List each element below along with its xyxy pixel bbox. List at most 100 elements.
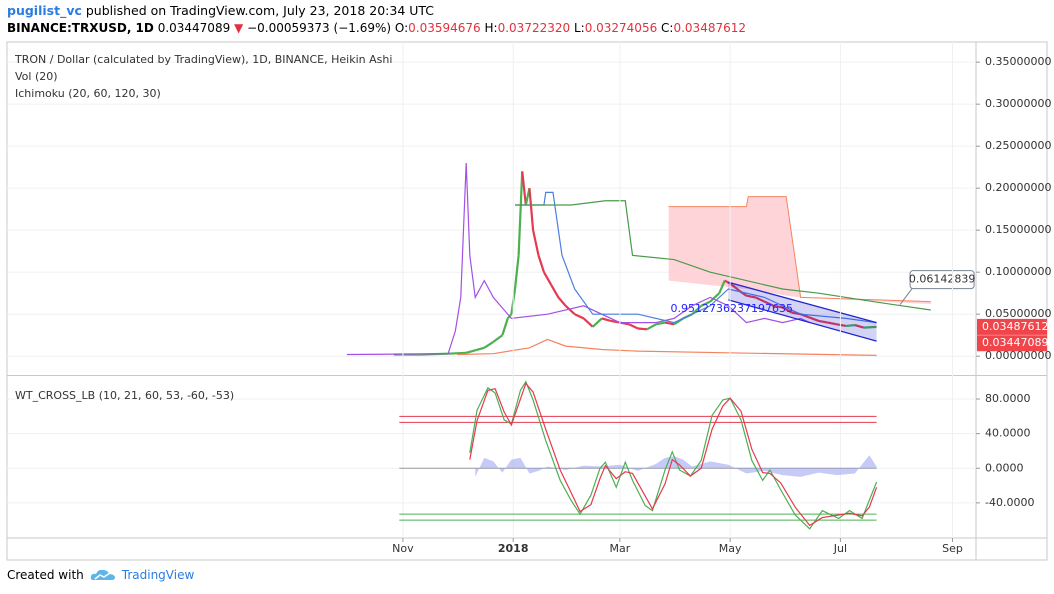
candle-segment (664, 321, 675, 326)
y-tick-label: 0.15000000 (985, 223, 1051, 236)
ohlc: O:0.03594676 H:0.03722320 L:0.03274056 C… (395, 21, 746, 35)
candle-segment (773, 304, 783, 309)
candle-segment (601, 317, 612, 322)
candle-segment (628, 323, 639, 330)
channel-line (728, 281, 877, 324)
y-tick-label: 80.0000 (985, 392, 1031, 405)
candle-segment (564, 304, 576, 315)
candle-segment (764, 300, 774, 307)
candle-segment (646, 323, 657, 331)
series-line (346, 162, 810, 356)
series-line (469, 382, 878, 527)
published: published on TradingView.com, July 23, 2… (85, 3, 435, 18)
x-tick-label: 2018 (498, 542, 529, 555)
y-tick-label: 0.00000000 (985, 349, 1051, 362)
series-line (515, 191, 877, 324)
y-tick-label: 0.10000000 (985, 265, 1051, 278)
ohlc-label: L: (573, 21, 585, 35)
callout-pointer (899, 288, 913, 305)
quote-line: BINANCE:TRXUSD, 1D 0.03447089 ▼ −0.00059… (7, 21, 746, 35)
ohlc-value: 0.03274056 (584, 21, 658, 35)
candle-segment (582, 317, 594, 328)
user-link[interactable]: pugilist_vc (7, 3, 82, 18)
candle-segment (746, 294, 756, 299)
candle-segment (836, 323, 847, 328)
callout-box (909, 270, 975, 290)
footer: Created with TradingView (7, 568, 194, 582)
cloud-edge (668, 196, 931, 303)
pane-title: TRON / Dollar (calculated by TradingView… (14, 53, 392, 66)
candle-segment (809, 316, 820, 322)
candle-segment (532, 229, 540, 256)
indicator-label: Ichimoku (20, 60, 120, 30) (15, 87, 161, 100)
ohlc-value: 0.03487612 (673, 21, 746, 35)
ohlc-value: 0.03722320 (497, 21, 571, 35)
candle-segment (782, 306, 793, 314)
y-tick-label: 0.05000000 (985, 307, 1051, 320)
y-tick-label: 0.20000000 (985, 181, 1051, 194)
candle-segment (591, 317, 603, 328)
plot (7, 61, 976, 357)
y-tick-label: 40.0000 (985, 427, 1031, 440)
candle-segment (854, 324, 865, 329)
fib-label: 0.9512736237197635 (670, 302, 792, 315)
y-tick-label: 0.35000000 (985, 55, 1051, 68)
y-tick-label: 0.30000000 (985, 97, 1051, 110)
indicator-label: Vol (20) (15, 70, 58, 83)
x-tick-label: Mar (609, 542, 630, 555)
y-tick-label: -40.0000 (985, 496, 1034, 509)
frame (6, 41, 1048, 561)
channel-fill (728, 282, 877, 342)
candle-segment (448, 351, 467, 355)
channel-line (728, 299, 877, 342)
candle-segment (731, 283, 740, 292)
chart: 0.35000000 0.30000000 0.25000000 0.20000000… (6, 41, 1051, 561)
callout-label: 0.06142839 (909, 273, 975, 286)
candle-segment (483, 340, 494, 349)
price-label: 0.03487612 (982, 320, 1048, 333)
candle-segment (818, 319, 828, 324)
candle-segment (528, 188, 535, 231)
arrow: ▼ (234, 21, 244, 35)
candle-segment (513, 255, 520, 290)
ohlc-label: O: (394, 21, 409, 35)
histogram-area (475, 455, 877, 477)
candle-segment (574, 313, 585, 320)
price-label: 0.03447089 (982, 336, 1048, 349)
candle-segment (700, 300, 711, 307)
x-tick-label: Nov (392, 542, 414, 555)
candle-segment (637, 327, 648, 331)
candle-segment (691, 304, 702, 315)
symbol: BINANCE:TRXUSD, 1D (7, 21, 154, 35)
candle-segment (537, 255, 545, 273)
last-price: 0.03447089 (157, 21, 231, 35)
candle-segment (754, 296, 765, 303)
candle-segment (517, 171, 524, 256)
candle-segment (501, 318, 509, 336)
publish-line: pugilist_vc published on TradingView.com… (7, 3, 434, 18)
candle-segment (521, 171, 527, 206)
pane-title: WT_CROSS_LB (10, 21, 60, 53, -60, -53) (15, 389, 234, 402)
x-tick-label: May (719, 542, 742, 555)
series-line (469, 380, 878, 530)
price-label-bg (977, 318, 1047, 335)
candle-segment (827, 321, 837, 326)
x-tick-label: Sep (942, 542, 963, 555)
brand-link[interactable]: TradingView (121, 568, 195, 582)
ohlc-label: H: (484, 21, 498, 35)
candle-segment (863, 325, 877, 329)
change: −0.00059373 (−1.69%) (247, 21, 392, 35)
x-tick-label: Jul (833, 542, 847, 555)
candle-segment (655, 321, 666, 326)
created-with: Created with (7, 568, 84, 582)
logo (90, 569, 115, 580)
y-tick-label: 0.25000000 (985, 139, 1051, 152)
candle-segment (465, 349, 476, 354)
price-label-bg (977, 335, 1047, 352)
ohlc-label: C: (661, 21, 674, 35)
y-tick-label: 0.0000 (985, 461, 1024, 474)
ohlc-value: 0.03594676 (408, 21, 481, 35)
series-line (515, 200, 931, 311)
candle-segment (845, 324, 855, 328)
